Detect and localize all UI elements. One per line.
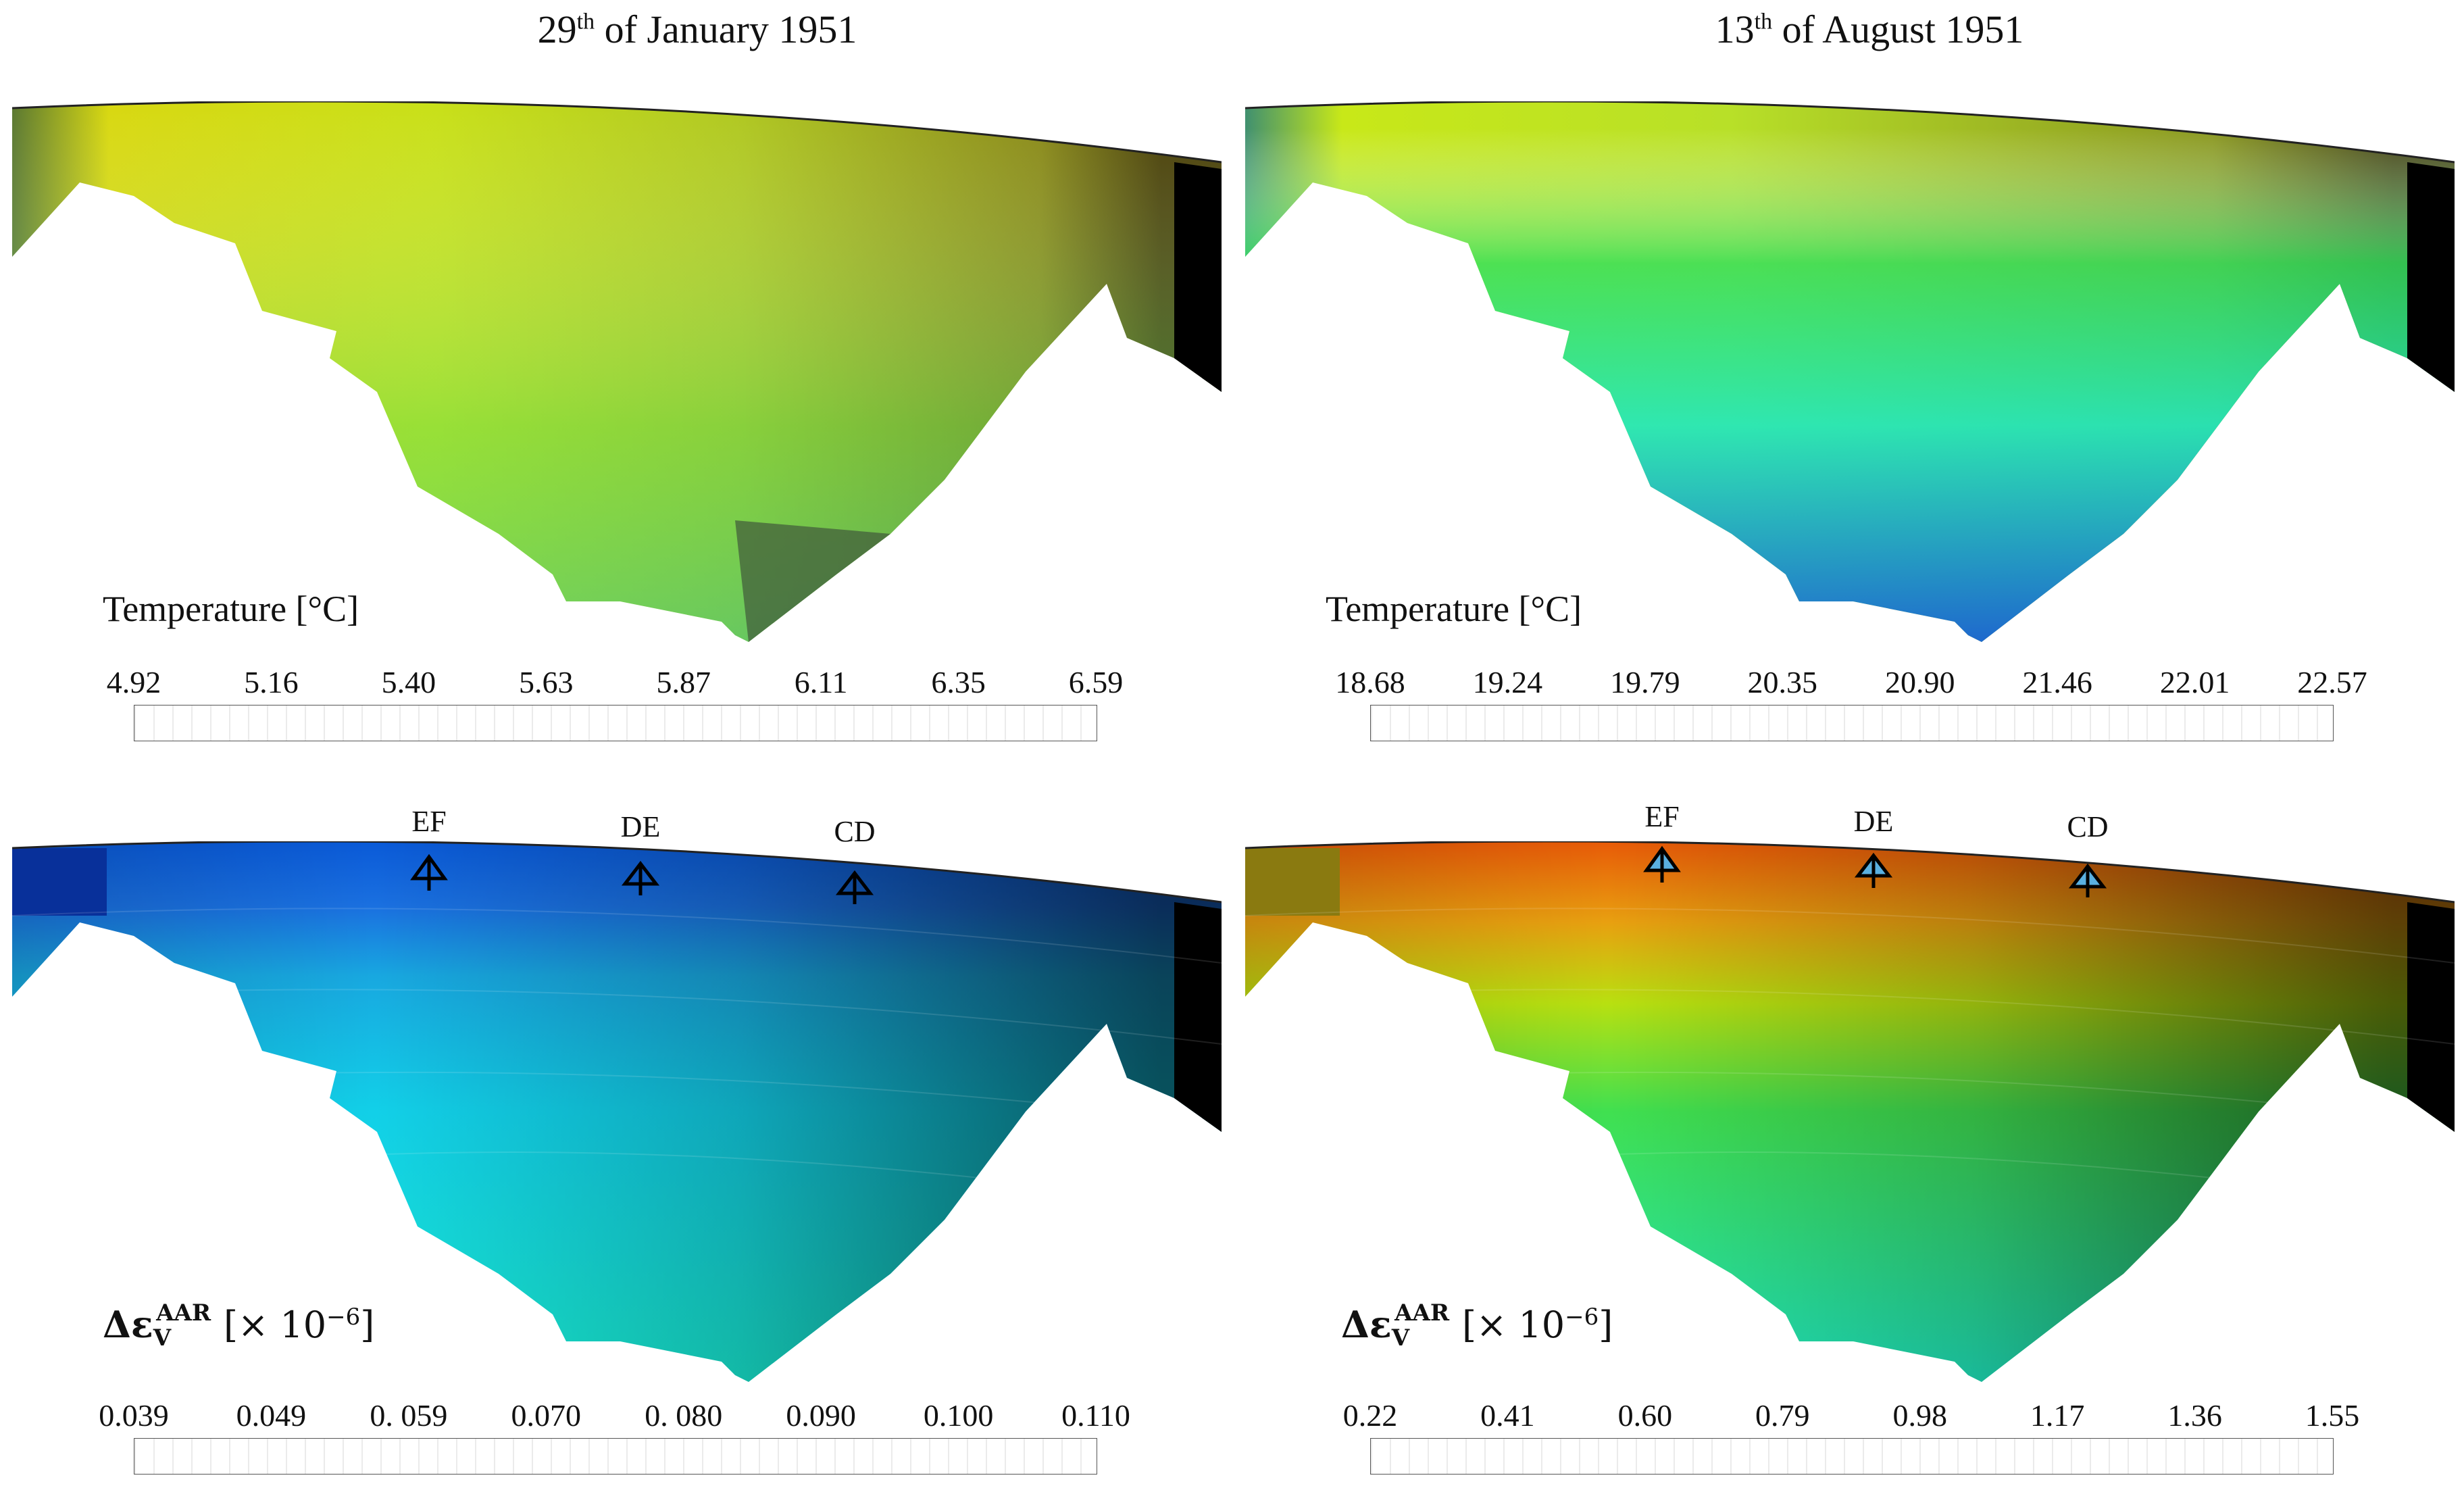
colorbar-tick: 0.100	[923, 1398, 994, 1433]
colorbar-tick: 4.92	[106, 665, 161, 699]
colorbar-tick: 0.60	[1617, 1398, 1673, 1433]
arrow-de-aug	[1854, 852, 1893, 888]
colorbar-strain-jan	[134, 1438, 1097, 1475]
colorbar-tick: 6.11	[794, 665, 848, 699]
colorbar-tick: 20.90	[1884, 665, 1955, 699]
marker-label-de-jan: DE	[620, 810, 661, 843]
colorbar-tick: 0.090	[786, 1398, 856, 1433]
dam-jan-strain	[12, 841, 1222, 1382]
colorbar-tick: 20.35	[1747, 665, 1818, 699]
temp-legend-title-jan: Temperature [°C]	[103, 589, 359, 629]
title-january: 29th of January 1951	[537, 7, 857, 51]
colorbar-tick: 0. 059	[370, 1398, 448, 1433]
arrow-ef-jan	[410, 853, 448, 891]
dam-jan-temperature	[12, 101, 1222, 642]
marker-label-ef-jan: EF	[411, 805, 447, 838]
colorbar-tick: 0.41	[1480, 1398, 1535, 1433]
arrow-ef-aug	[1643, 845, 1681, 883]
marker-label-de-aug: DE	[1853, 805, 1894, 838]
dam-aug-strain	[1245, 841, 2455, 1382]
colorbar-tick: 6.59	[1068, 665, 1124, 699]
colorbar-strain-aug	[1370, 1438, 2334, 1475]
colorbar-tick: 1.55	[2305, 1398, 2360, 1433]
marker-label-cd-aug: CD	[2067, 810, 2109, 843]
title-august: 13th of August 1951	[1715, 7, 2024, 51]
colorbar-tick: 5.87	[656, 665, 711, 699]
colorbar-tick: 19.79	[1610, 665, 1680, 699]
colorbar-tick: 1.36	[2167, 1398, 2222, 1433]
strain-legend-title-aug: ΔεVAAR [× 10−6]	[1341, 1299, 1613, 1352]
colorbar-tick: 19.24	[1472, 665, 1543, 699]
colorbar-tick: 0.98	[1892, 1398, 1947, 1433]
colorbar-tick: 5.16	[244, 665, 299, 699]
marker-label-cd-jan: CD	[834, 815, 876, 848]
colorbar-temp-jan	[134, 705, 1097, 741]
colorbar-tick: 0.049	[236, 1398, 307, 1433]
colorbar-tick: 1.17	[2030, 1398, 2085, 1433]
temp-legend-title-aug: Temperature [°C]	[1326, 589, 1582, 629]
colorbar-tick: 21.46	[2022, 665, 2092, 699]
arrow-de-jan	[621, 860, 660, 895]
colorbar-tick: 5.63	[519, 665, 574, 699]
arrow-cd-aug	[2068, 863, 2107, 897]
colorbar-tick: 22.01	[2159, 665, 2230, 699]
colorbar-tick: 5.40	[381, 665, 436, 699]
colorbar-tick: 0.070	[511, 1398, 582, 1433]
colorbar-tick: 0.110	[1061, 1398, 1130, 1433]
colorbar-tick: 22.57	[2297, 665, 2367, 699]
arrow-cd-jan	[835, 870, 874, 904]
colorbar-tick: 0.039	[99, 1398, 169, 1433]
colorbar-tick: 0.79	[1755, 1398, 1810, 1433]
strain-legend-title-jan: ΔεVAAR [× 10−6]	[103, 1299, 375, 1352]
dam-aug-temperature	[1245, 101, 2455, 642]
colorbar-tick: 0.22	[1342, 1398, 1398, 1433]
colorbar-tick: 0. 080	[645, 1398, 723, 1433]
marker-label-ef-aug: EF	[1644, 800, 1680, 833]
colorbar-tick: 18.68	[1335, 665, 1405, 699]
colorbar-tick: 6.35	[931, 665, 986, 699]
colorbar-temp-aug	[1370, 705, 2334, 741]
